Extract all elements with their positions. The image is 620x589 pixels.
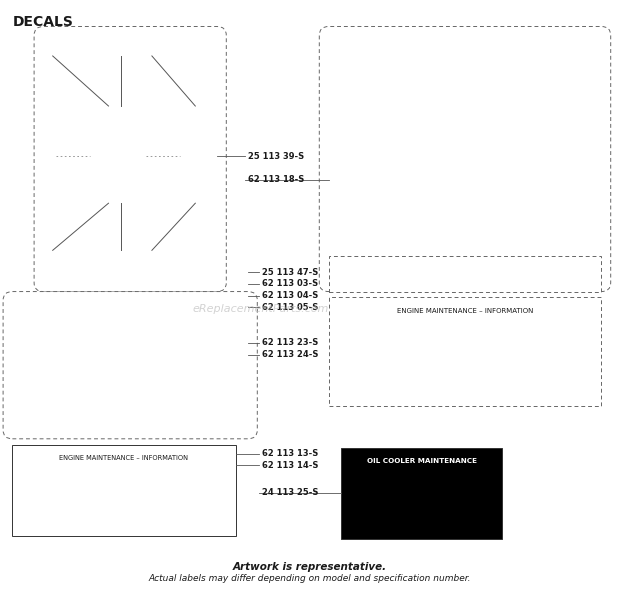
Text: 62 113 23-S: 62 113 23-S <box>262 338 318 348</box>
Text: ENGINE MAINTENANCE – INFORMATION: ENGINE MAINTENANCE – INFORMATION <box>397 308 533 314</box>
Bar <box>329 297 601 406</box>
Text: DECALS: DECALS <box>12 15 73 29</box>
FancyBboxPatch shape <box>319 27 611 292</box>
Text: 62 113 05-S: 62 113 05-S <box>262 303 318 312</box>
Bar <box>12 445 236 536</box>
Text: eReplacementParts.com: eReplacementParts.com <box>192 305 329 314</box>
Text: 62 113 14-S: 62 113 14-S <box>262 461 318 470</box>
Bar <box>341 448 502 539</box>
Text: 62 113 18-S: 62 113 18-S <box>248 175 304 184</box>
Text: 62 113 24-S: 62 113 24-S <box>262 350 318 359</box>
Text: 25 113 39-S: 25 113 39-S <box>248 151 304 161</box>
Text: ENGINE MAINTENANCE – INFORMATION: ENGINE MAINTENANCE – INFORMATION <box>60 455 188 461</box>
Text: 62 113 03-S: 62 113 03-S <box>262 279 318 289</box>
FancyBboxPatch shape <box>34 27 226 292</box>
Text: 24 113 25-S: 24 113 25-S <box>262 488 318 498</box>
Text: OIL COOLER MAINTENANCE: OIL COOLER MAINTENANCE <box>366 458 477 464</box>
Text: Artwork is representative.: Artwork is representative. <box>233 562 387 571</box>
Text: 62 113 13-S: 62 113 13-S <box>262 449 318 458</box>
Text: Actual labels may differ depending on model and specification number.: Actual labels may differ depending on mo… <box>149 574 471 583</box>
FancyBboxPatch shape <box>3 292 257 439</box>
Bar <box>329 256 601 292</box>
Text: 62 113 04-S: 62 113 04-S <box>262 291 318 300</box>
Text: 25 113 47-S: 25 113 47-S <box>262 267 318 277</box>
